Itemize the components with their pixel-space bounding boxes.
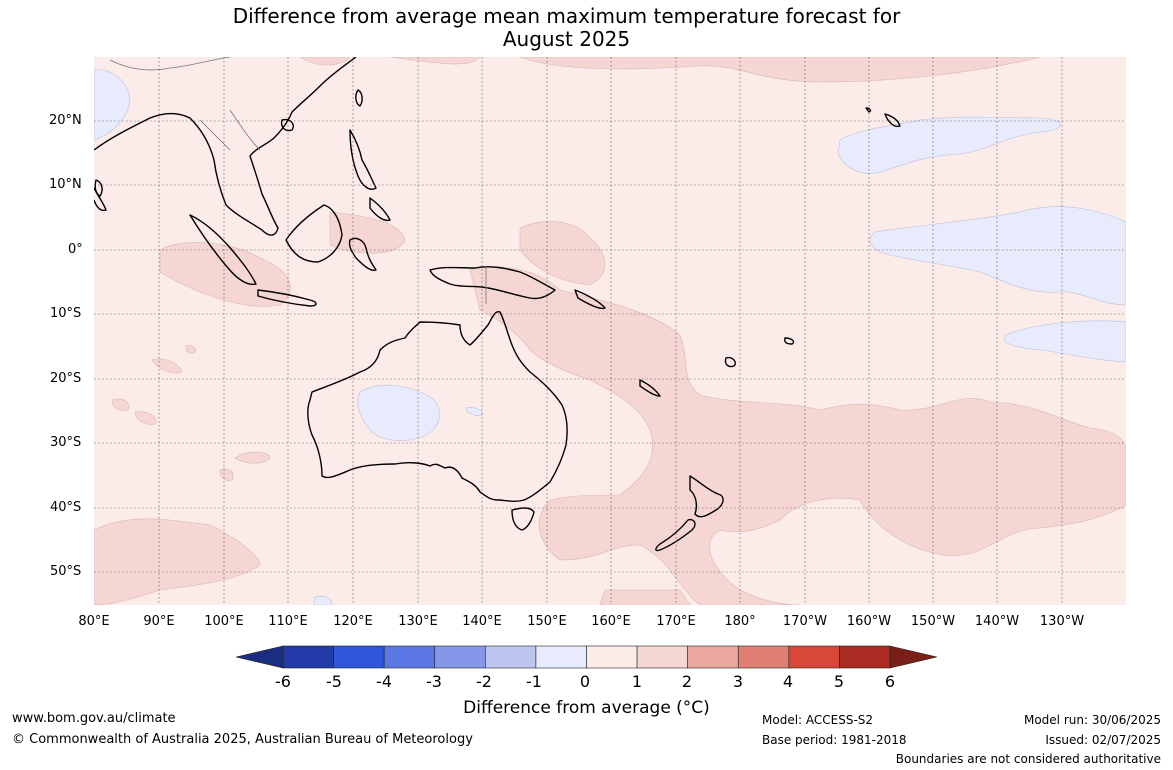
lat-label: 0° <box>68 242 83 257</box>
lon-label: 170°E <box>656 614 696 629</box>
colorbar <box>235 645 938 669</box>
issued-date: Issued: 02/07/2025 <box>1045 733 1161 747</box>
lon-label: 170°W <box>782 614 828 629</box>
colorbar-tick: -1 <box>526 672 542 691</box>
colorbar-tick: 0 <box>579 672 591 691</box>
map-title-line2: August 2025 <box>502 27 631 51</box>
colorbar-segment <box>737 645 790 669</box>
lat-label: 20°S <box>50 371 82 386</box>
colorbar-segment <box>535 645 587 669</box>
colorbar-tick: -3 <box>426 672 442 691</box>
colorbar-segment <box>383 645 436 669</box>
lon-label: 180° <box>724 614 756 629</box>
gridlines <box>94 57 1126 605</box>
colorbar-label: Difference from average (°C) <box>463 698 710 718</box>
colorbar-segment <box>839 645 891 669</box>
lat-label: 20°N <box>49 113 82 128</box>
lat-label: 10°N <box>49 177 82 192</box>
country-borders <box>109 57 487 304</box>
lon-label: 130°E <box>398 614 438 629</box>
colorbar-tick: 1 <box>631 672 643 691</box>
lon-label: 110°E <box>268 614 308 629</box>
lon-label: 140°W <box>974 614 1020 629</box>
coastlines <box>94 57 901 552</box>
copyright-text: © Commonwealth of Australia 2025, Austra… <box>12 732 473 747</box>
lon-label: 160°W <box>846 614 892 629</box>
colorbar-tick: 2 <box>681 672 693 691</box>
boundaries-disclaimer: Boundaries are not considered authoritat… <box>895 752 1161 766</box>
colorbar-tick: 5 <box>833 672 845 691</box>
colorbar-segment <box>788 645 840 669</box>
colorbar-segment <box>434 645 486 669</box>
colorbar-tick: -5 <box>326 672 342 691</box>
lon-label: 140°E <box>462 614 502 629</box>
colorbar-tick: -2 <box>476 672 492 691</box>
lat-label: 50°S <box>50 564 82 579</box>
colorbar-tick: 4 <box>782 672 794 691</box>
lon-label: 150°E <box>527 614 567 629</box>
model-run-date: Model run: 30/06/2025 <box>1023 713 1161 727</box>
colorbar-tick: 6 <box>884 672 896 691</box>
lon-label: 100°E <box>204 614 244 629</box>
colorbar-tick: -4 <box>376 672 392 691</box>
lon-label: 120°E <box>333 614 373 629</box>
lon-label: 130°W <box>1039 614 1085 629</box>
colorbar-segment <box>485 645 537 669</box>
lon-label: 90°E <box>143 614 175 629</box>
lat-label: 30°S <box>50 435 82 450</box>
colorbar-segment <box>282 645 334 669</box>
colorbar-low-extend <box>235 645 284 669</box>
colorbar-tick: -6 <box>275 672 291 691</box>
colorbar-segment <box>333 645 385 669</box>
lat-label: 40°S <box>50 500 82 515</box>
website-link[interactable]: www.bom.gov.au/climate <box>12 711 176 726</box>
colorbar-segment <box>586 645 638 669</box>
anomaly-neg-regions <box>94 69 1126 605</box>
model-name: Model: ACCESS-S2 <box>762 713 874 727</box>
colorbar-segment <box>636 645 688 669</box>
colorbar-tick: 3 <box>732 672 744 691</box>
lon-label: 80°E <box>78 614 110 629</box>
lat-label: 10°S <box>50 306 82 321</box>
colorbar-segment <box>687 645 739 669</box>
anomaly-1-to-2-regions <box>94 57 1126 605</box>
colorbar-high-extend <box>889 645 938 669</box>
base-period: Base period: 1981-2018 <box>762 733 907 747</box>
map-title-line1: Difference from average mean maximum tem… <box>232 4 901 28</box>
lon-label: 150°W <box>910 614 956 629</box>
lon-label: 160°E <box>591 614 631 629</box>
